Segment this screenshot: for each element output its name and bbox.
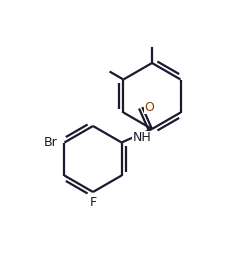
Text: Br: Br — [44, 136, 57, 149]
Text: F: F — [90, 196, 97, 209]
Text: NH: NH — [132, 131, 151, 144]
Text: O: O — [144, 101, 154, 114]
